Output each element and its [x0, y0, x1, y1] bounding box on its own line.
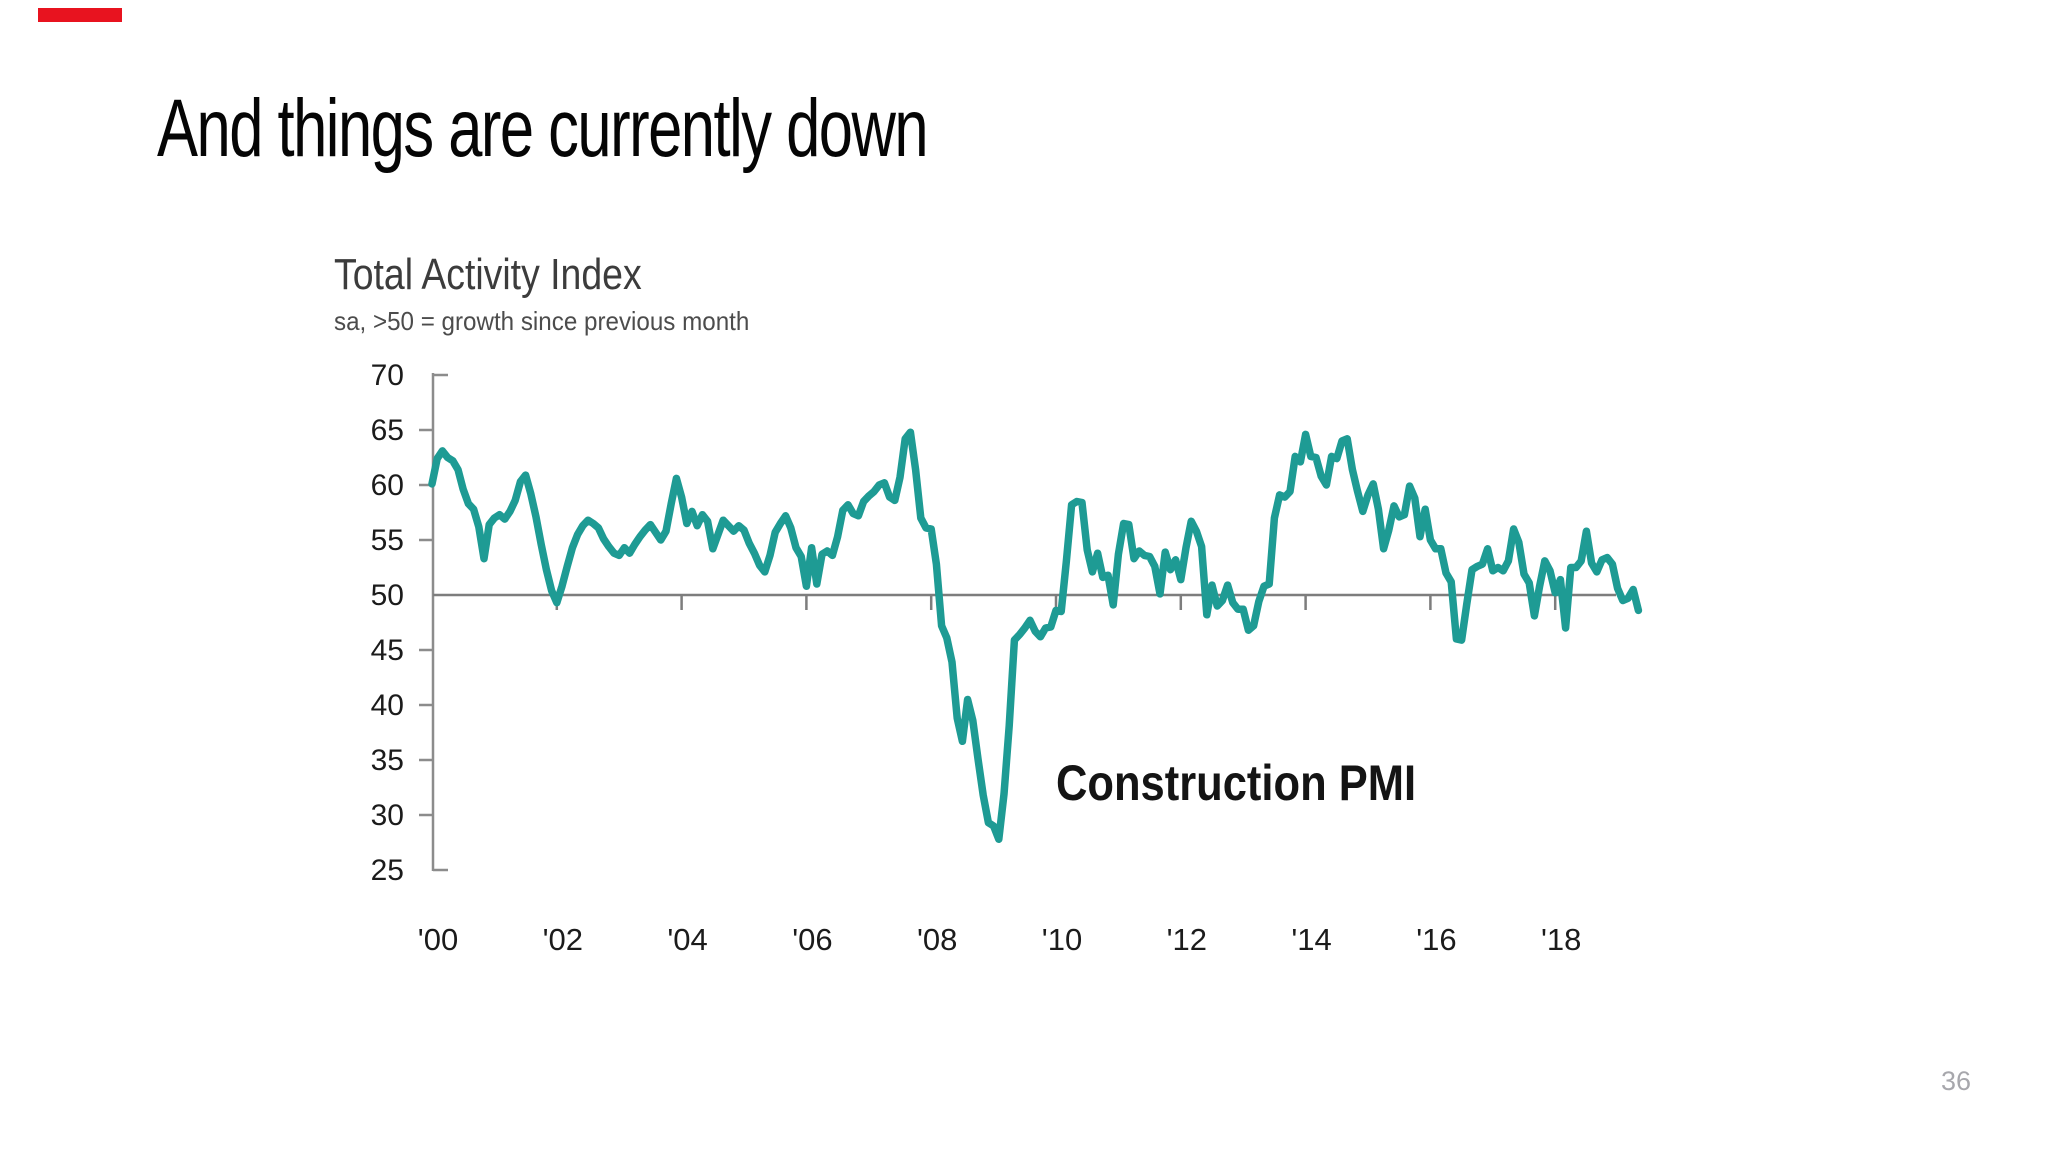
x-axis-tick-label: '04	[667, 922, 707, 957]
y-axis-tick-label: 25	[371, 854, 404, 887]
y-axis-tick-label: 40	[371, 689, 404, 722]
y-axis-tick-label: 50	[371, 579, 404, 612]
y-axis-tick-label: 30	[371, 799, 404, 832]
x-axis-tick-label: '18	[1541, 922, 1581, 957]
y-axis-tick-label: 55	[371, 524, 404, 557]
y-axis-tick-label: 60	[371, 469, 404, 502]
red-accent-bar	[38, 8, 122, 22]
y-axis-tick-label: 65	[371, 414, 404, 447]
slide-title: And things are currently down	[157, 83, 929, 174]
x-axis-tick-label: '08	[917, 922, 957, 957]
x-axis-tick-label: '16	[1416, 922, 1456, 957]
x-axis-tick-label: '14	[1291, 922, 1331, 957]
y-axis-tick-label: 45	[371, 634, 404, 667]
chart-subtitle: sa, >50 = growth since previous month	[334, 306, 750, 336]
series-label: Construction PMI	[1056, 755, 1417, 811]
construction-pmi-series-line	[428, 428, 1643, 843]
x-axis-tick-label: '00	[418, 922, 458, 957]
chart-title: Total Activity Index	[334, 250, 642, 299]
page-number: 36	[1941, 1066, 1972, 1096]
x-axis-tick-label: '10	[1042, 922, 1082, 957]
x-axis-tick-label: '06	[792, 922, 832, 957]
y-axis-tick-label: 70	[371, 359, 404, 392]
x-axis-tick-label: '02	[543, 922, 583, 957]
x-axis-tick-label: '12	[1167, 922, 1207, 957]
y-axis-tick-label: 35	[371, 744, 404, 777]
